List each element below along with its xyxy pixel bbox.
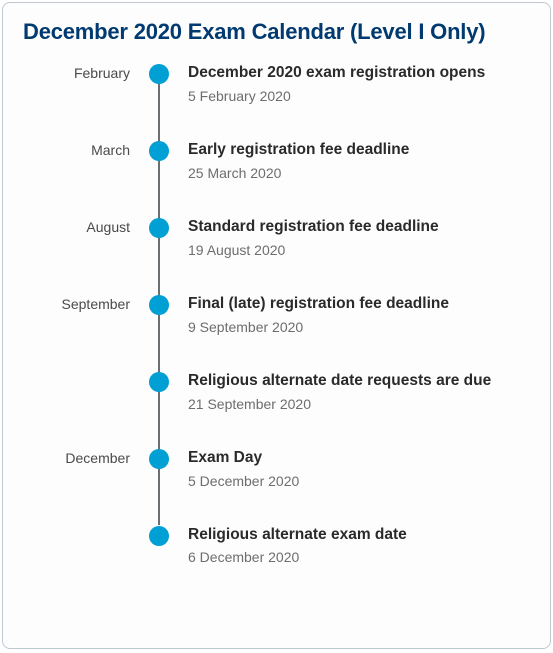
timeline-dot-icon — [149, 372, 169, 392]
event-title: Early registration fee deadline — [188, 140, 409, 161]
event-title: Religious alternate exam date — [188, 525, 407, 546]
timeline-dot-icon — [149, 141, 169, 161]
timeline-dot-icon — [149, 218, 169, 238]
calendar-title: December 2020 Exam Calendar (Level I Onl… — [23, 19, 530, 45]
timeline-item: September Final (late) registration fee … — [43, 294, 530, 335]
event-date: 25 March 2020 — [188, 165, 409, 181]
timeline-content: Standard registration fee deadline 19 Au… — [188, 217, 439, 258]
timeline-content: Religious alternate date requests are du… — [188, 371, 491, 412]
month-label — [43, 371, 138, 373]
event-title: Standard registration fee deadline — [188, 217, 439, 238]
event-title: Final (late) registration fee deadline — [188, 294, 449, 315]
event-date: 21 September 2020 — [188, 396, 491, 412]
timeline-dot-icon — [149, 295, 169, 315]
timeline-item: Religious alternate date requests are du… — [43, 371, 530, 412]
exam-calendar-card: December 2020 Exam Calendar (Level I Onl… — [2, 2, 551, 649]
timeline-item: August Standard registration fee deadlin… — [43, 217, 530, 258]
event-date: 9 September 2020 — [188, 319, 449, 335]
timeline-content: Early registration fee deadline 25 March… — [188, 140, 409, 181]
month-label: March — [43, 140, 138, 158]
month-label — [43, 525, 138, 527]
timeline-content: Exam Day 5 December 2020 — [188, 448, 299, 489]
event-date: 6 December 2020 — [188, 549, 407, 565]
event-title: Exam Day — [188, 448, 299, 469]
timeline-dot-icon — [149, 526, 169, 546]
month-label: September — [43, 294, 138, 312]
timeline-content: Final (late) registration fee deadline 9… — [188, 294, 449, 335]
event-date: 5 December 2020 — [188, 473, 299, 489]
event-date: 19 August 2020 — [188, 242, 439, 258]
timeline: February December 2020 exam registration… — [43, 63, 530, 565]
timeline-item: December Exam Day 5 December 2020 — [43, 448, 530, 489]
timeline-dot-icon — [149, 449, 169, 469]
event-title: December 2020 exam registration opens — [188, 63, 485, 84]
timeline-dot-icon — [149, 64, 169, 84]
month-label: August — [43, 217, 138, 235]
timeline-item: Religious alternate exam date 6 December… — [43, 525, 530, 566]
month-label: February — [43, 63, 138, 81]
timeline-item: March Early registration fee deadline 25… — [43, 140, 530, 181]
month-label: December — [43, 448, 138, 466]
event-title: Religious alternate date requests are du… — [188, 371, 491, 392]
event-date: 5 February 2020 — [188, 88, 485, 104]
timeline-item: February December 2020 exam registration… — [43, 63, 530, 104]
timeline-content: Religious alternate exam date 6 December… — [188, 525, 407, 566]
timeline-content: December 2020 exam registration opens 5 … — [188, 63, 485, 104]
